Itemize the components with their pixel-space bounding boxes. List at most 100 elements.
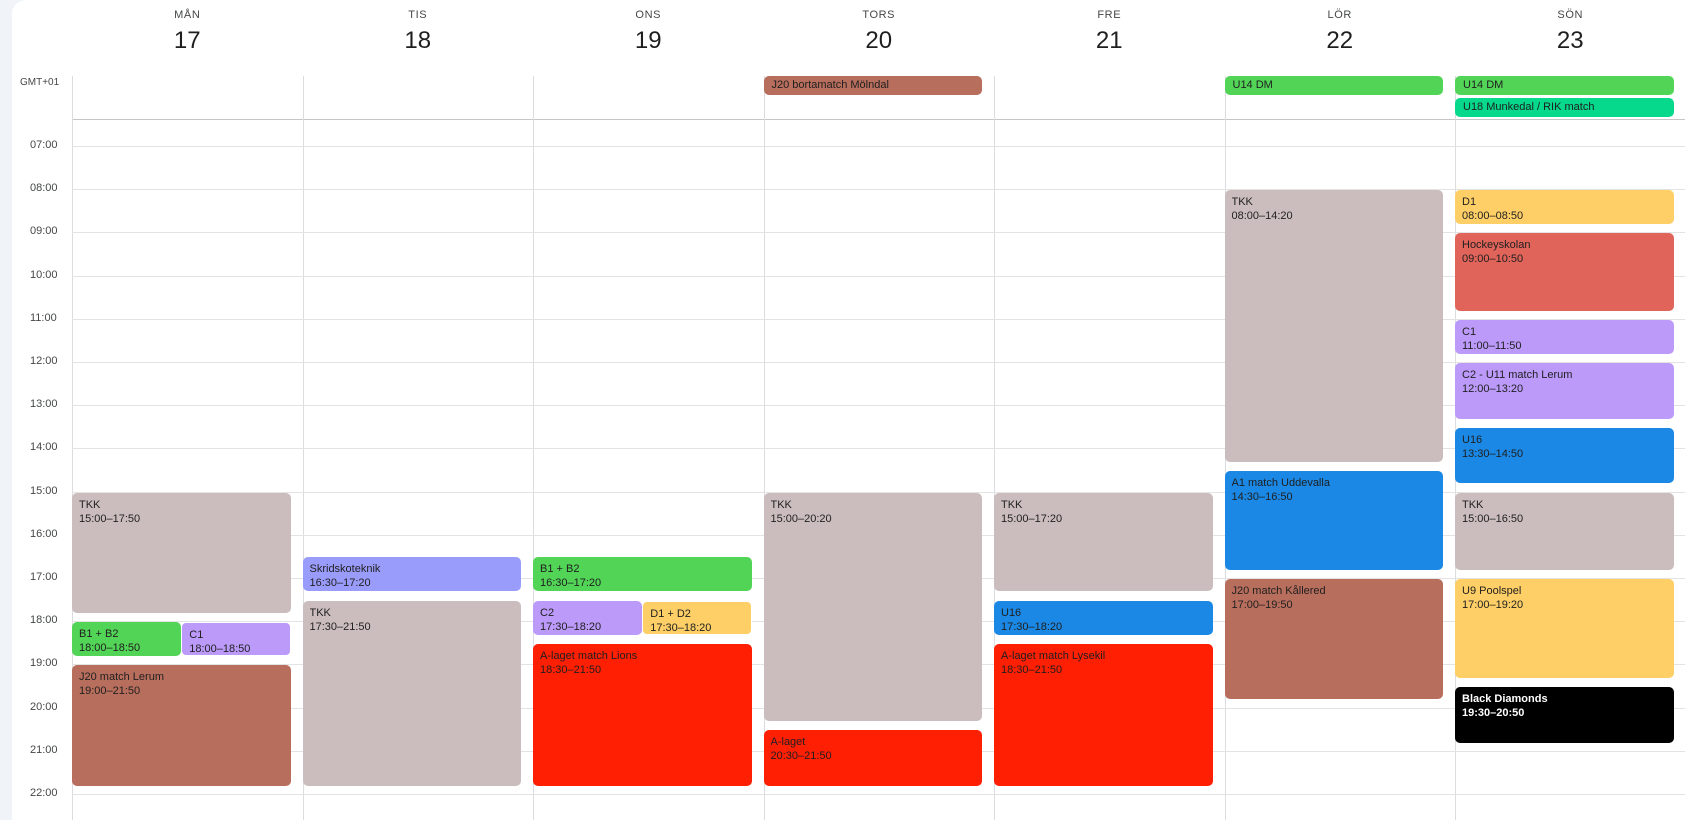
event-title: Black Diamonds [1462,693,1548,705]
hour-label: 20:00 [30,700,58,713]
calendar-event[interactable]: TKK 15:00–20:20 [763,492,982,721]
calendar-event[interactable]: Hockeyskolan 09:00–10:50 [1455,233,1674,311]
calendar-event[interactable]: Black Diamonds 19:30–20:50 [1455,687,1674,743]
event-time: 20:30–21:50 [770,750,832,763]
hour-label: 13:00 [30,398,58,411]
calendar-event[interactable]: TKK 17:30–21:50 [302,600,521,786]
calendar-event[interactable]: C2 - U11 match Lerum 12:00–13:20 [1455,363,1674,419]
event-title: C1 [189,629,204,642]
event-title: D1 + D2 [650,607,691,620]
timezone-label: GMT+01 [20,77,60,88]
hour-label: 14:00 [30,441,58,454]
all-day-event[interactable]: U14 DM [1224,76,1443,95]
event-time: 14:30–16:50 [1231,491,1293,503]
day-number[interactable]: 17 [173,27,201,54]
hour-gridline [72,491,1685,493]
day-number[interactable]: 19 [634,27,662,54]
day-column-divider [994,76,995,820]
event-time: 19:00–21:50 [79,685,141,698]
event-title: A-laget match Lions [540,649,638,662]
day-number[interactable]: 23 [1556,27,1584,54]
day-of-week: FRE [1097,9,1122,21]
event-title: D1 [1462,196,1477,209]
hour-label: 17:00 [30,571,58,583]
day-column-divider [72,76,73,820]
event-title: U18 Munkedal / RIK match [1463,101,1595,113]
day-of-week: SÖN [1557,9,1584,21]
hour-gridline [72,448,1685,450]
calendar-event[interactable]: A-laget 20:30–21:50 [763,730,982,786]
hour-gridline [72,146,1685,147]
hour-gridline [72,189,1685,191]
calendar-event[interactable]: A-laget match Lysekil 18:30–21:50 [994,643,1213,786]
day-of-week: ONS [635,9,662,21]
hour-gridline [72,232,1685,234]
event-title: B1 + B2 [79,628,119,641]
calendar-event[interactable]: TKK 08:00–14:20 [1224,190,1443,462]
day-of-week: TORS [862,9,896,21]
hour-label: 18:00 [30,614,58,627]
event-time: 15:00–17:20 [1001,512,1063,525]
event-time: 15:00–16:50 [1462,512,1524,525]
event-title: U9 Poolspel [1462,585,1522,597]
calendar-event[interactable]: B1 + B2 16:30–17:20 [533,557,752,592]
all-day-event[interactable]: U14 DM [1455,76,1674,95]
calendar-event[interactable]: Skridskoteknik 16:30–17:20 [302,557,521,592]
hour-label: 22:00 [30,787,58,799]
calendar-event[interactable]: U16 13:30–14:50 [1455,427,1674,484]
event-time: 15:00–17:50 [79,512,141,525]
day-column-divider [533,76,534,820]
day-header-19[interactable]: ONS 19 [533,0,764,55]
event-time: 17:30–18:20 [650,621,712,634]
all-day-event[interactable]: J20 bortamatch Mölndal [763,76,982,95]
hour-gridline [72,362,1685,363]
day-number[interactable]: 21 [1095,27,1123,54]
day-number[interactable]: 22 [1326,27,1354,54]
day-header-17[interactable]: MÅN 17 [72,0,303,55]
calendar-event[interactable]: D1 08:00–08:50 [1455,190,1674,225]
calendar-event[interactable]: B1 + B2 18:00–18:50 [72,622,182,657]
event-title: U14 DM [1463,79,1504,91]
day-of-week: TIS [408,9,428,21]
calendar-event[interactable]: C2 17:30–18:20 [533,600,643,635]
calendar-event[interactable]: J20 match Lerum 19:00–21:50 [72,665,291,786]
day-header-22[interactable]: LÖR 22 [1225,0,1456,55]
event-time: 18:00–18:50 [189,643,251,656]
calendar-event[interactable]: C1 11:00–11:50 [1455,319,1674,354]
event-title: TKK [1001,498,1023,511]
event-title: C2 [540,606,555,619]
calendar-event[interactable]: U16 17:30–18:20 [994,600,1213,635]
calendar-event[interactable]: J20 match Kållered 17:00–19:50 [1224,579,1443,700]
day-header-18[interactable]: TIS 18 [303,0,534,55]
day-header-21[interactable]: FRE 21 [994,0,1225,55]
day-header-23[interactable]: SÖN 23 [1455,0,1685,55]
day-number[interactable]: 20 [865,27,893,54]
calendar-event[interactable]: TKK 15:00–17:50 [72,492,291,613]
event-time: 12:00–13:20 [1462,383,1524,395]
event-time: 17:00–19:50 [1231,599,1293,611]
all-day-event[interactable]: U18 Munkedal / RIK match [1455,98,1674,117]
day-header-20[interactable]: TORS 20 [764,0,995,55]
calendar-event[interactable]: A1 match Uddevalla 14:30–16:50 [1224,471,1443,570]
calendar-event[interactable]: C1 18:00–18:50 [181,622,291,657]
hour-label: 12:00 [30,355,58,367]
calendar-event[interactable]: D1 + D2 17:30–18:20 [642,600,752,635]
event-title: A1 match Uddevalla [1231,477,1330,489]
hour-label: 10:00 [30,268,58,281]
day-number[interactable]: 18 [404,27,432,54]
event-title: TKK [770,498,792,511]
day-column-divider [302,76,304,820]
calendar-event[interactable]: U9 Poolspel 17:00–19:20 [1455,579,1674,678]
event-time: 15:00–20:20 [770,512,832,525]
event-title: TKK [1462,498,1484,511]
calendar-event[interactable]: TKK 15:00–17:20 [994,492,1213,592]
event-time: 17:30–21:50 [309,620,371,633]
hour-label: 11:00 [30,311,57,324]
calendar-event[interactable]: A-laget match Lions 18:30–21:50 [533,643,752,786]
calendar-event[interactable]: TKK 15:00–16:50 [1455,492,1674,570]
hour-label: 09:00 [30,225,58,238]
event-title: C1 [1462,325,1477,338]
event-title: TKK [79,498,101,511]
event-time: 17:30–18:20 [1001,620,1063,633]
event-title: C2 - U11 match Lerum [1462,369,1573,381]
